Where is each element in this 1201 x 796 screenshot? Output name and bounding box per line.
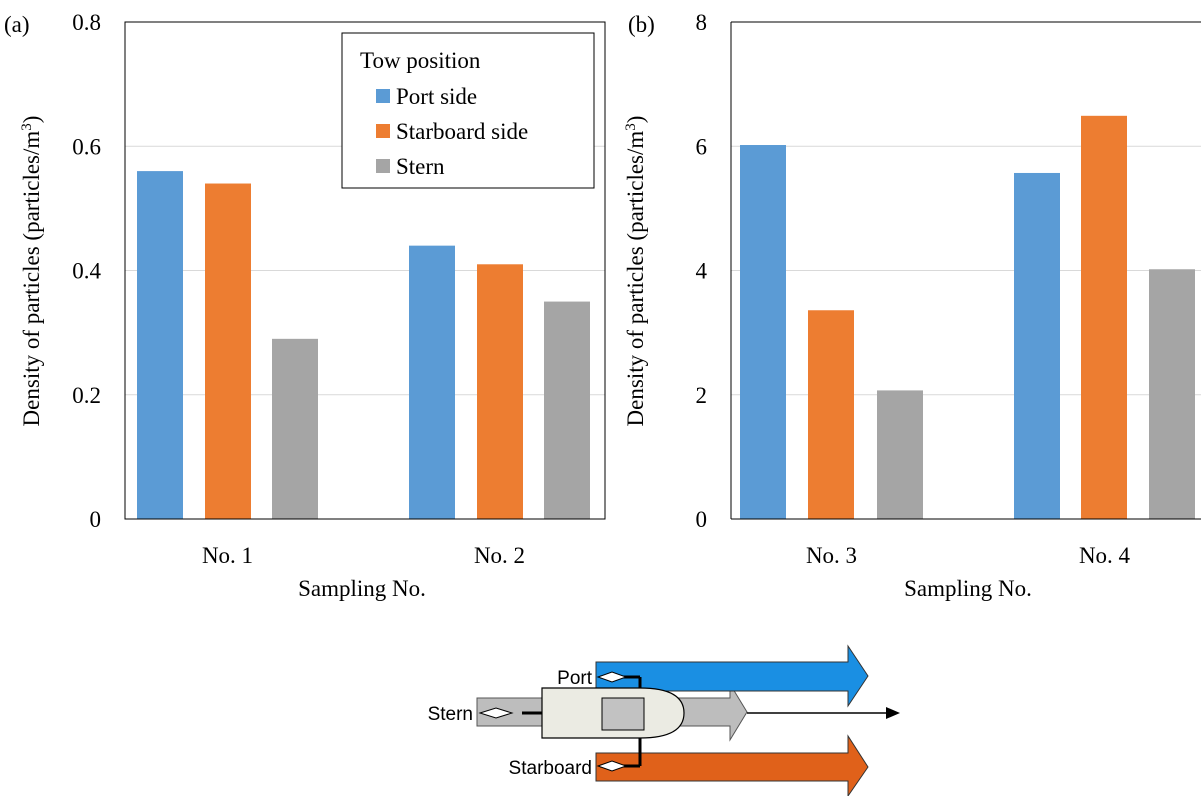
gridlines-b bbox=[731, 145, 1201, 396]
legend-swatch-starboard bbox=[376, 124, 390, 138]
y-axis-label-a-sup: 3 bbox=[19, 123, 35, 131]
y-tick-label-a-0: 0 bbox=[90, 507, 102, 532]
bars-a bbox=[137, 171, 590, 519]
bar-b-port-side-2 bbox=[1014, 172, 1060, 519]
diagram-label-port: Port bbox=[557, 668, 593, 689]
bar-b-starboard-side-1 bbox=[808, 310, 854, 519]
legend: Tow position Port side Starboard side St… bbox=[341, 32, 595, 189]
y-tick-labels-b: 0 2 4 6 8 bbox=[696, 10, 708, 532]
y-tick-label-a-1: 0.2 bbox=[72, 383, 101, 408]
y-tick-label-a-2: 0.4 bbox=[72, 259, 101, 284]
bar-a-starboard-side-2 bbox=[477, 264, 523, 519]
bar-b-stern-1 bbox=[877, 390, 923, 519]
y-tick-labels-a: 0 0.2 0.4 0.6 0.8 bbox=[72, 10, 101, 532]
legend-entry-stern: Stern bbox=[396, 154, 445, 179]
y-axis-label-b: Density of particles (particles/m3) bbox=[623, 116, 648, 427]
y-tick-label-b-0: 0 bbox=[696, 507, 708, 532]
legend-title: Tow position bbox=[360, 48, 481, 73]
panel-label-b: (b) bbox=[628, 12, 655, 37]
y-tick-label-b-4: 8 bbox=[696, 10, 708, 35]
x-tick-label-a-1: No. 1 bbox=[202, 543, 253, 568]
starboard-tow-arrow bbox=[595, 734, 869, 796]
panel-label-a: (a) bbox=[4, 12, 30, 37]
legend-entry-starboard: Starboard side bbox=[396, 119, 528, 144]
legend-swatch-port bbox=[376, 89, 390, 103]
x-tick-labels-a: No. 1 No. 2 bbox=[202, 543, 525, 568]
boat-cabin bbox=[601, 697, 645, 731]
legend-swatch-stern bbox=[376, 159, 390, 173]
y-tick-label-b-2: 4 bbox=[696, 259, 708, 284]
x-tick-labels-b: No. 3 No. 4 bbox=[806, 543, 1131, 568]
bar-b-starboard-side-2 bbox=[1081, 115, 1127, 519]
tow-position-diagram: Port Stern Starboard bbox=[428, 644, 900, 796]
y-tick-label-a-4: 0.8 bbox=[72, 10, 101, 35]
bar-a-starboard-side-1 bbox=[205, 183, 251, 519]
heading-arrow-head bbox=[886, 707, 900, 719]
y-axis-label-a-end: ) bbox=[19, 116, 44, 124]
x-axis-label-a: Sampling No. bbox=[298, 576, 426, 601]
diagram-label-starboard: Starboard bbox=[509, 758, 592, 779]
stern-net-icon bbox=[478, 707, 514, 719]
x-tick-label-b-2: No. 4 bbox=[1079, 543, 1131, 568]
bar-a-stern-2 bbox=[544, 301, 590, 519]
x-tick-label-a-2: No. 2 bbox=[474, 543, 525, 568]
y-tick-label-a-3: 0.6 bbox=[72, 134, 101, 159]
diagram-label-stern: Stern bbox=[428, 704, 473, 725]
y-axis-label-b-main: Density of particles (particles/m bbox=[623, 131, 648, 427]
bar-a-port-side-2 bbox=[409, 245, 455, 519]
starboard-net-icon bbox=[596, 760, 628, 772]
y-axis-label-a: Density of particles (particles/m3) bbox=[19, 116, 44, 427]
x-axis-label-b: Sampling No. bbox=[904, 576, 1032, 601]
y-axis-label-b-sup: 3 bbox=[623, 123, 639, 131]
y-tick-label-b-3: 6 bbox=[696, 134, 708, 159]
chart-panel-b: (b) 0 2 4 6 8 No. 3 No. 4 Sampling No. Densit… bbox=[623, 10, 1201, 601]
plot-frame-a bbox=[124, 21, 606, 520]
legend-entry-port: Port side bbox=[396, 84, 477, 109]
bars-b bbox=[740, 115, 1195, 519]
y-tick-label-b-1: 2 bbox=[696, 383, 708, 408]
bar-a-stern-1 bbox=[272, 338, 318, 519]
bar-b-stern-2 bbox=[1149, 269, 1195, 519]
x-tick-label-b-1: No. 3 bbox=[806, 543, 857, 568]
y-axis-label-b-end: ) bbox=[623, 116, 648, 124]
bar-b-port-side-1 bbox=[740, 145, 786, 519]
port-net-icon bbox=[596, 671, 628, 683]
chart-panel-a: (a) 0 0.2 0.4 0.6 0.8 No. 1 No. 2 Sampling No… bbox=[4, 10, 606, 601]
y-axis-label-a-main: Density of particles (particles/m bbox=[19, 131, 44, 427]
bar-a-port-side-1 bbox=[137, 171, 183, 519]
